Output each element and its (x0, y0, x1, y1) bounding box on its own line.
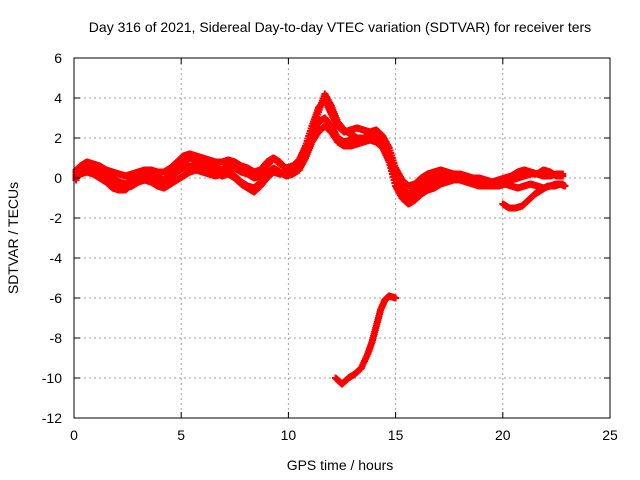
series-track-f (332, 292, 400, 388)
y-tick-label: -12 (42, 410, 62, 426)
y-tick-label: -4 (50, 250, 63, 266)
y-axis-label: SDTVAR / TECUs (5, 182, 21, 294)
axis-ticks: 0 5 10 15 20 25 -12 -10 -8 -6 -4 -2 0 2 4 6 (42, 50, 618, 443)
series-track-b (72, 122, 567, 208)
x-tick-label: 20 (495, 427, 511, 443)
series-track-d (72, 114, 503, 202)
data-point (561, 182, 569, 190)
y-tick-label: 2 (54, 130, 62, 146)
y-tick-label: -2 (50, 210, 63, 226)
data-point (495, 178, 503, 186)
y-tick-label: -8 (50, 330, 63, 346)
series-track-e (499, 180, 569, 212)
data-point (392, 294, 400, 302)
x-tick-label: 5 (177, 427, 185, 443)
x-tick-label: 25 (602, 427, 618, 443)
y-tick-label: -10 (42, 370, 62, 386)
x-axis-label: GPS time / hours (287, 457, 394, 473)
plot-frame (73, 57, 611, 419)
data-point (559, 172, 567, 180)
x-tick-label: 10 (281, 427, 297, 443)
data-points (72, 90, 569, 388)
y-tick-label: -6 (50, 290, 63, 306)
grid-lines (74, 58, 610, 418)
x-tick-label: 0 (70, 427, 78, 443)
y-tick-label: 6 (54, 50, 62, 66)
y-tick-label: 4 (54, 90, 62, 106)
y-tick-label: 0 (54, 170, 62, 186)
chart-title: Day 316 of 2021, Sidereal Day-to-day VTE… (89, 19, 591, 35)
x-tick-label: 15 (388, 427, 404, 443)
